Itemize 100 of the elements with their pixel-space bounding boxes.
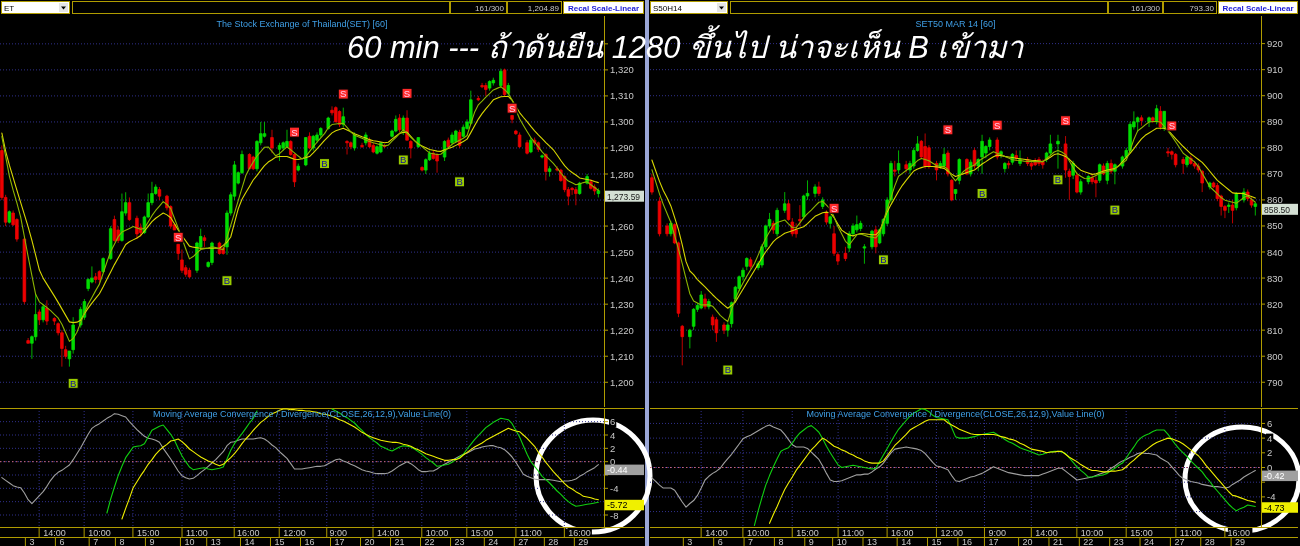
text: 161/300 [1131, 4, 1161, 13]
x-tick-label: 29 [578, 536, 589, 546]
x-tick-label: 24 [1144, 536, 1155, 546]
x-tick-label: 11:00 [842, 527, 864, 538]
text: 858.50 [1264, 204, 1291, 215]
y-tick-label: 820 [1267, 298, 1283, 310]
x-tick-label: 6 [59, 536, 65, 546]
x-tick-label: 10 [184, 536, 195, 546]
y-tick-label: 4 [1267, 432, 1273, 444]
data-label: B [456, 176, 463, 188]
x-tick-label: 9:00 [988, 527, 1007, 538]
y-tick-label: 4 [610, 429, 616, 441]
y-tick-label: 790 [1267, 376, 1283, 388]
data-label: S [508, 102, 516, 114]
data-label: -5.72 [607, 500, 628, 511]
data-label: B [400, 154, 407, 166]
text: ET [4, 4, 15, 13]
text: Recal Scale-Linear [1222, 4, 1294, 13]
data-label: B [880, 254, 887, 266]
x-tick-label: 14:00 [1035, 527, 1058, 538]
data-label: S [1168, 120, 1175, 132]
x-tick-label: 14 [901, 536, 912, 546]
text: 793.30 [1189, 4, 1215, 13]
x-tick-label: 9 [149, 536, 155, 546]
data-label: -0.42 [1264, 471, 1285, 482]
x-tick-label: 11:00 [519, 527, 542, 538]
y-tick-label: 1,280 [610, 168, 634, 180]
text: 161/300 [475, 4, 505, 13]
chart-title: SET50 MAR 14 [60] [915, 19, 996, 29]
y-tick-label: 900 [1267, 90, 1283, 102]
x-tick-label: 21 [1052, 536, 1063, 546]
x-tick-label: 9:00 17 [329, 527, 348, 546]
x-tick-label: 16 [304, 536, 315, 546]
x-tick-label: 6 [717, 536, 723, 546]
y-tick-label: 880 [1267, 142, 1283, 154]
y-tick-label: -4 [610, 482, 619, 494]
x-tick-label: 15 [274, 536, 285, 546]
x-tick-label: 14:00 [43, 527, 66, 538]
x-tick-label: 23 [454, 536, 465, 546]
x-tick-label: 10:00 [1080, 527, 1104, 538]
x-tick-label: 11:00 [1179, 527, 1202, 538]
x-tick-label: 11:00 [186, 527, 208, 538]
y-tick-label: 1,310 [610, 90, 634, 102]
data-label: B [724, 364, 731, 376]
text: Recal Scale-Linear [567, 4, 640, 13]
x-tick-label: 20 [1022, 536, 1033, 546]
y-tick-label: 1,210 [610, 350, 634, 362]
y-tick-label: 0 [610, 456, 616, 468]
x-tick-label: 23 [1113, 536, 1124, 546]
x-tick-label: 9 [808, 536, 814, 546]
x-tick-label: 7 [93, 536, 99, 546]
y-tick-label: 850 [1267, 220, 1283, 232]
x-tick-label: 15:00 [796, 527, 819, 538]
data-label: S [994, 119, 1001, 131]
y-tick-label: -8 [610, 509, 619, 521]
x-tick-label: 14:00 [705, 527, 728, 538]
data-label: S [830, 202, 838, 214]
x-tick-label: 8 [778, 536, 784, 546]
y-tick-label: 890 [1267, 116, 1283, 128]
x-tick-label: 12:00 [283, 527, 306, 538]
y-tick-label: 1,200 [610, 376, 634, 388]
y-tick-label: 860 [1267, 194, 1283, 206]
x-tick-label: 22 [424, 536, 435, 546]
x-tick-label: 22 [1083, 536, 1094, 546]
data-label: B [1054, 174, 1062, 186]
y-tick-label: 1,250 [610, 246, 634, 258]
text: 1,273.59 [607, 191, 641, 202]
y-tick-label: 2 [1267, 447, 1273, 459]
y-tick-label: 830 [1267, 272, 1283, 284]
x-tick-label: 12:00 [940, 527, 963, 538]
text: 1,204.89 [527, 4, 560, 13]
data-label: S [340, 88, 347, 100]
x-tick-label: 15:00 [1130, 527, 1153, 538]
x-tick-label: 16:00 [891, 527, 914, 538]
data-label: S [944, 124, 952, 136]
x-tick-label: 16:00 14 [236, 527, 260, 546]
x-tick-label: 16:00 29 [1227, 527, 1251, 546]
x-tick-label: 8 [119, 536, 125, 546]
y-tick-label: 6 [1267, 417, 1273, 429]
y-tick-label: 840 [1267, 246, 1283, 258]
y-tick-label: 1,240 [610, 272, 634, 284]
y-tick-label: 0 [1267, 462, 1273, 473]
x-tick-label: 10 [836, 536, 847, 546]
y-tick-label: 800 [1267, 350, 1283, 362]
x-tick-label: 24 [488, 536, 499, 546]
y-tick-label: 810 [1267, 324, 1283, 336]
x-tick-label: 10:00 [425, 527, 449, 538]
x-tick-label: 27 [1174, 536, 1185, 546]
data-label: B [978, 187, 986, 199]
x-tick-label: 14:00 [377, 527, 400, 538]
data-label: B [321, 158, 328, 169]
y-tick-label: 1,260 [610, 220, 634, 232]
data-label: B [1111, 204, 1119, 216]
x-tick-label: 15:00 [470, 527, 494, 538]
x-tick-label: 3 [29, 536, 35, 546]
data-label: B [69, 377, 77, 389]
x-tick-label: 16 [961, 536, 972, 546]
data-label: S [291, 126, 298, 138]
x-tick-label: 20 [364, 536, 375, 546]
data-label: -0.44 [607, 465, 628, 476]
